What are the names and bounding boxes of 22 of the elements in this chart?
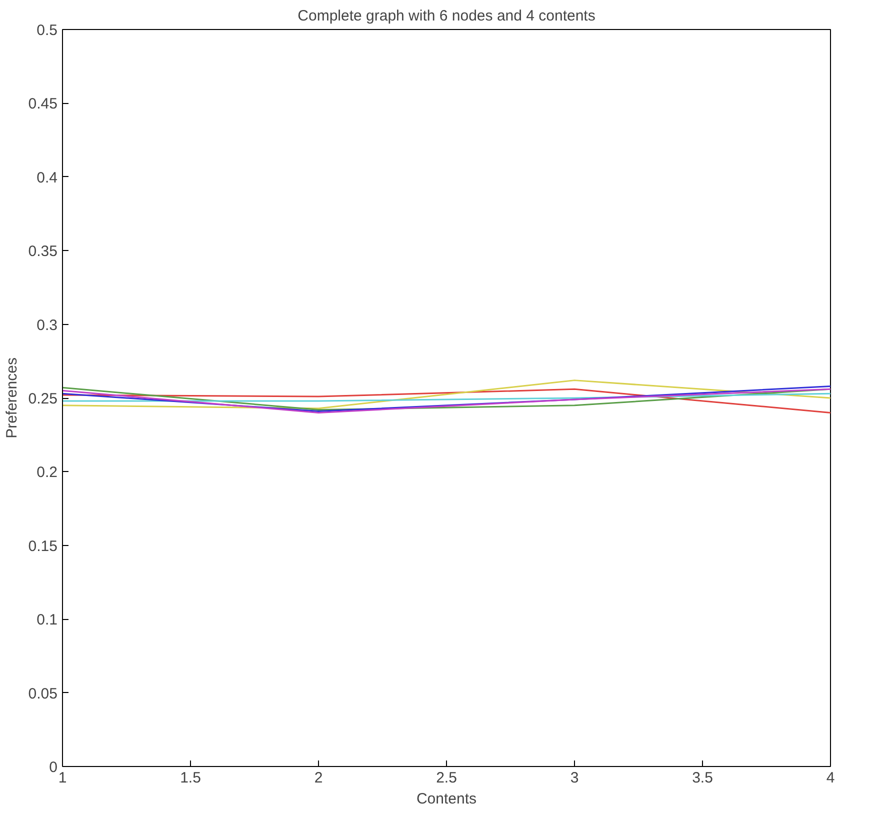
y-tick-label: 0.1 — [36, 612, 58, 629]
y-tick-label: 0 — [49, 759, 58, 776]
chart-title: Complete graph with 6 nodes and 4 contents — [298, 8, 596, 24]
y-tick-label: 0.2 — [36, 464, 58, 482]
x-tick-label: 3 — [570, 770, 579, 786]
y-tick-label: 0.45 — [28, 96, 58, 113]
y-axis-title: Preferences — [3, 358, 20, 438]
x-axis-title: Contents — [416, 790, 477, 808]
y-tick-label: 0.3 — [36, 316, 58, 334]
x-tick-label: 3.5 — [692, 770, 713, 786]
x-tick-label: 1 — [58, 770, 67, 786]
y-tick-label: 0.35 — [28, 243, 58, 260]
y-tick-label: 0.5 — [36, 22, 58, 39]
x-tick-label: 2 — [314, 770, 323, 786]
x-tick-label: 2.5 — [436, 770, 457, 786]
y-tick-label: 0.15 — [28, 538, 58, 555]
x-tick-label: 4 — [826, 770, 835, 786]
x-tick-label: 1.5 — [180, 770, 201, 786]
line-series — [62, 380, 830, 410]
y-tick-label: 0.25 — [28, 390, 58, 408]
y-tick-label: 0.05 — [28, 685, 58, 702]
y-tick-label: 0.4 — [36, 169, 58, 186]
